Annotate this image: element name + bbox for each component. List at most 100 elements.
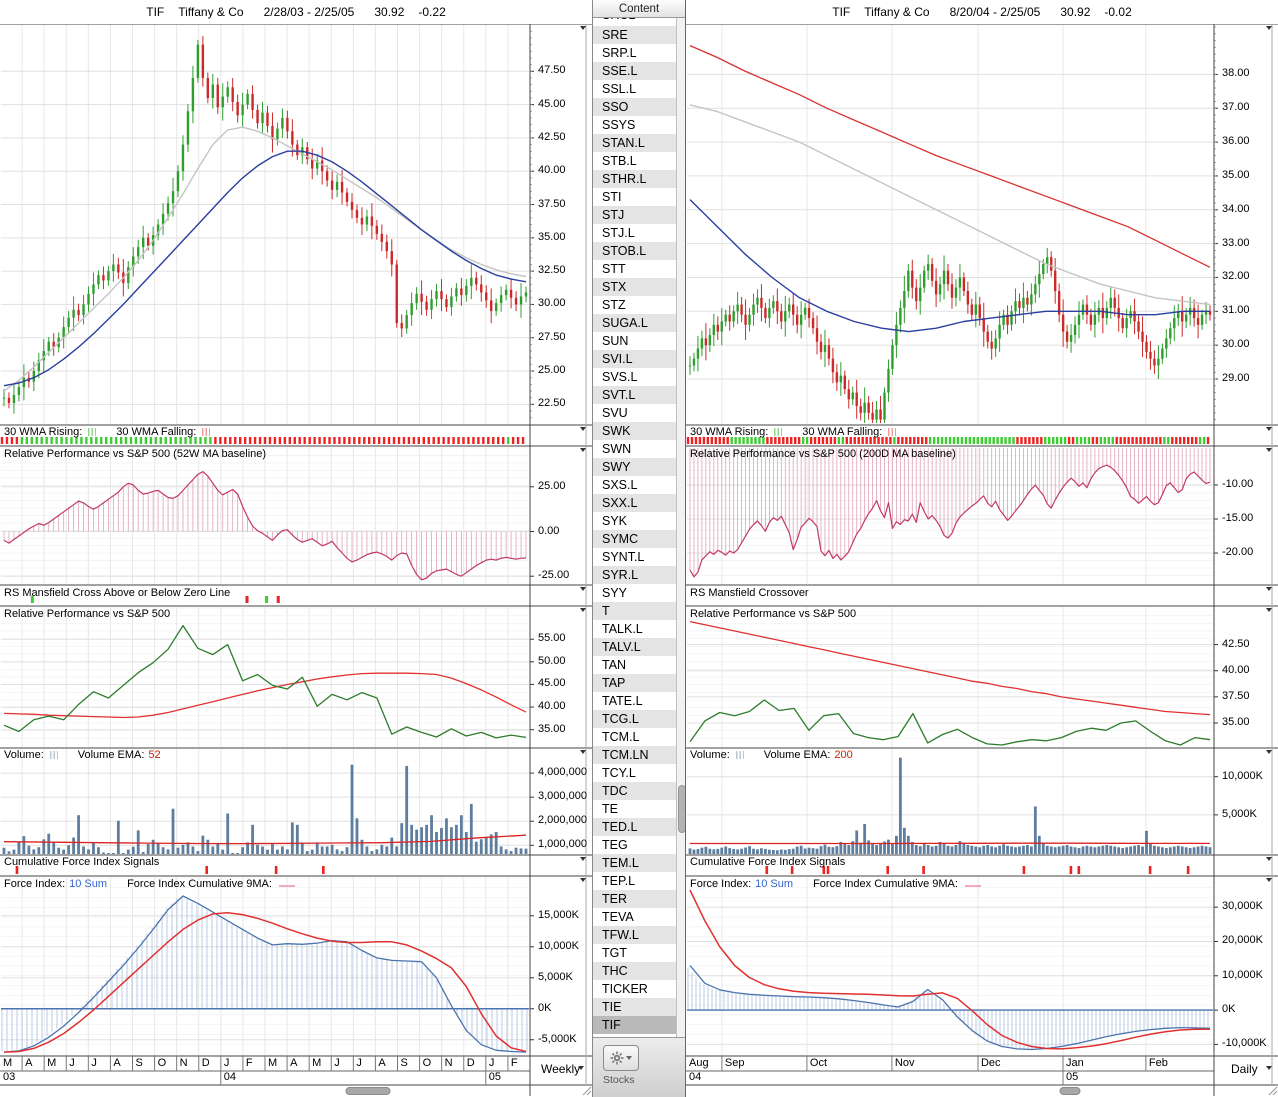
list-item-sthr.l[interactable]: STHR.L xyxy=(593,170,676,188)
list-item-tate.l[interactable]: TATE.L xyxy=(602,694,643,708)
list-item-stob.l[interactable]: STOB.L xyxy=(593,242,676,260)
panel-options-chevron-icon[interactable] xyxy=(1266,448,1272,452)
list-item-tem.l[interactable]: TEM.L xyxy=(593,854,676,872)
list-item-ssl.l[interactable]: SSL.L xyxy=(602,82,637,96)
list-item-stj[interactable]: STJ xyxy=(593,206,676,224)
list-item-t[interactable]: T xyxy=(593,602,676,620)
list-item-syr.l[interactable]: SYR.L xyxy=(593,566,676,584)
list-scrollbar-thumb[interactable] xyxy=(678,785,686,833)
list-item-swk[interactable]: SWK xyxy=(593,422,676,440)
volume-ema-value: 200 xyxy=(834,749,853,761)
list-item-tif[interactable]: TIF xyxy=(593,1016,676,1034)
list-item-talk.l[interactable]: TALK.L xyxy=(602,622,643,636)
blue-ticks-icon xyxy=(735,751,744,759)
axis-tick-label: 37.50 xyxy=(538,197,566,210)
list-item-sxs.l[interactable]: SXS.L xyxy=(602,478,638,492)
list-item-te[interactable]: TE xyxy=(602,802,618,816)
period-chevron-down-icon[interactable] xyxy=(578,1066,584,1070)
panel-options-chevron-icon[interactable] xyxy=(580,750,586,754)
list-item-synt.l[interactable]: SYNT.L xyxy=(602,550,645,564)
list-item-teva[interactable]: TEVA xyxy=(602,910,634,924)
list-item-stj.l[interactable]: STJ.L xyxy=(602,226,635,240)
panel-options-chevron-icon[interactable] xyxy=(580,878,586,882)
list-item-svs.l[interactable]: SVS.L xyxy=(602,370,638,384)
list-item-svu[interactable]: SVU xyxy=(602,406,628,420)
list-item-stan.l[interactable]: STAN.L xyxy=(593,134,676,152)
list-item-sse.l[interactable]: SSE.L xyxy=(593,62,676,80)
month-label: N xyxy=(444,1057,453,1069)
list-item-sxx.l[interactable]: SXX.L xyxy=(593,494,676,512)
list-item-svi.l[interactable]: SVI.L xyxy=(593,350,676,368)
axis-tick-label: 10,000K xyxy=(1222,769,1263,782)
panel-options-chevron-icon[interactable] xyxy=(1266,878,1272,882)
list-item-sti[interactable]: STI xyxy=(602,190,622,204)
panel-options-chevron-icon[interactable] xyxy=(1266,427,1272,431)
list-item-partial[interactable]: SRCL xyxy=(593,18,676,26)
month-label: M xyxy=(47,1057,57,1069)
axis-tick-label: 29.00 xyxy=(1222,372,1250,384)
panel-options-chevron-icon[interactable] xyxy=(1266,857,1272,861)
panel-options-chevron-icon[interactable] xyxy=(580,857,586,861)
panel-options-chevron-icon[interactable] xyxy=(580,587,586,591)
period-selector[interactable]: Weekly xyxy=(541,1062,581,1076)
list-item-tcm.ln[interactable]: TCM.LN xyxy=(593,746,676,764)
list-item-tcy.l[interactable]: TCY.L xyxy=(602,766,636,780)
right-chart-pane[interactable]: TIF Tiffany & Co 8/20/04 - 2/25/05 30.92-… xyxy=(685,0,1278,1097)
axis-tick-label: 47.50 xyxy=(538,64,566,77)
list-column-header[interactable]: Content xyxy=(593,0,685,18)
panel-options-chevron-icon[interactable] xyxy=(1266,587,1272,591)
list-item-tcm.l[interactable]: TCM.L xyxy=(602,730,640,744)
list-item-srp.l[interactable]: SRP.L xyxy=(602,46,637,60)
panel-options-chevron-icon[interactable] xyxy=(580,26,586,30)
list-item-talv.l[interactable]: TALV.L xyxy=(593,638,676,656)
list-item-ticker[interactable]: TICKER xyxy=(602,982,648,996)
list-item-sun[interactable]: SUN xyxy=(602,334,629,348)
list-item-tan[interactable]: TAN xyxy=(602,658,627,672)
left-chart-canvas[interactable] xyxy=(0,0,592,1097)
list-item-tie[interactable]: TIE xyxy=(593,998,676,1016)
list-item-ssys[interactable]: SSYS xyxy=(602,118,636,132)
list-item-swy[interactable]: SWY xyxy=(593,458,676,476)
list-scrollbar[interactable] xyxy=(676,18,687,1037)
list-item-teg[interactable]: TEG xyxy=(602,838,628,852)
month-label: J xyxy=(91,1057,97,1069)
year-label: 05 xyxy=(1065,1071,1079,1083)
list-item-stt[interactable]: STT xyxy=(602,262,626,276)
list-item-tdc[interactable]: TDC xyxy=(593,782,676,800)
period-chevron-down-icon[interactable] xyxy=(1266,1066,1272,1070)
list-item-suga.l[interactable]: SUGA.L xyxy=(593,314,676,332)
list-item-swn[interactable]: SWN xyxy=(602,442,632,456)
list-item-symc[interactable]: SYMC xyxy=(593,530,676,548)
list-item-stb.l[interactable]: STB.L xyxy=(602,154,637,168)
panel-options-chevron-icon[interactable] xyxy=(580,608,586,612)
panel-options-chevron-icon[interactable] xyxy=(1266,26,1272,30)
list-item-svt.l[interactable]: SVT.L xyxy=(593,386,676,404)
list-item-ter[interactable]: TER xyxy=(593,890,676,908)
wma-strip-label: 30 WMA Rising: 30 WMA Falling: xyxy=(4,426,212,438)
gear-button[interactable] xyxy=(603,1045,639,1071)
axis-tick-label: 40.00 xyxy=(1222,663,1250,676)
list-item-tap[interactable]: TAP xyxy=(593,674,676,692)
list-item-syy[interactable]: SYY xyxy=(602,586,628,600)
list-item-tfw.l[interactable]: TFW.L xyxy=(593,926,676,944)
panel-options-chevron-icon[interactable] xyxy=(580,448,586,452)
left-chart-pane[interactable]: TIF Tiffany & Co 2/28/03 - 2/25/05 30.92-… xyxy=(0,0,593,1097)
panel-options-chevron-icon[interactable] xyxy=(580,427,586,431)
period-selector[interactable]: Daily xyxy=(1231,1062,1258,1076)
list-item-tep.l[interactable]: TEP.L xyxy=(602,874,636,888)
list-item-ted.l[interactable]: TED.L xyxy=(593,818,676,836)
list-item-stx[interactable]: STX xyxy=(593,278,676,296)
list-item-syk[interactable]: SYK xyxy=(602,514,628,528)
pink-line-swatch xyxy=(278,881,295,887)
list-item-thc[interactable]: THC xyxy=(593,962,676,980)
list-item-stz[interactable]: STZ xyxy=(602,298,626,312)
force-sum-value: 10 Sum xyxy=(755,878,794,890)
list-item-tcg.l[interactable]: TCG.L xyxy=(593,710,676,728)
list-item-tgt[interactable]: TGT xyxy=(602,946,627,960)
right-chart-canvas[interactable] xyxy=(686,0,1278,1097)
list-item-sso[interactable]: SSO xyxy=(593,98,676,116)
list-item-sre[interactable]: SRE xyxy=(593,26,676,44)
axis-tick-label: 37.50 xyxy=(1222,689,1250,702)
panel-options-chevron-icon[interactable] xyxy=(1266,750,1272,754)
panel-options-chevron-icon[interactable] xyxy=(1266,608,1272,612)
